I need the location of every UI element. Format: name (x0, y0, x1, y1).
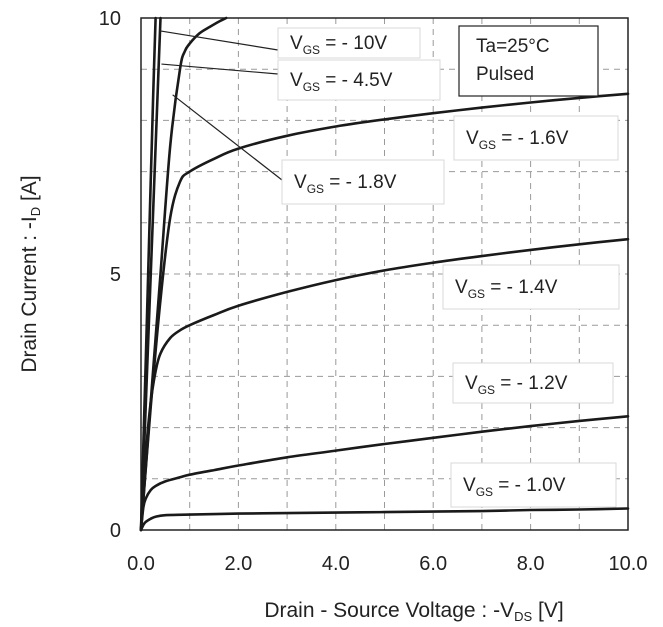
leader-line-2 (172, 94, 283, 181)
series-label-6: VGS = - 1.0V (450, 462, 617, 508)
curves (139, 16, 630, 532)
series-label-box (453, 115, 619, 161)
series-label-3: VGS = - 1.6V (453, 115, 619, 161)
series-label-box (277, 59, 441, 101)
series-line-6 (139, 507, 630, 532)
series-label-text: VGS = - 1.8V (294, 172, 397, 196)
y-axis-title: Drain Current : -ID [A] (18, 175, 43, 372)
leader-line-0 (159, 30, 279, 51)
series-label-text: VGS = - 4.5V (290, 70, 393, 94)
ticks: 0.0 2.0 4.0 6.0 8.0 10.0 0 5 10 (99, 8, 648, 575)
series-label-text: VGS = - 10V (290, 33, 387, 57)
series-label-text: VGS = - 1.2V (465, 373, 568, 397)
series-label-5: VGS = - 1.2V (452, 362, 614, 404)
series-label-text: VGS = - 1.4V (455, 277, 558, 301)
condition-temp: Ta=25°C (476, 36, 550, 57)
series-line-5 (139, 415, 630, 532)
series-label-2: VGS = - 1.8V (281, 159, 445, 205)
series-label-box (442, 264, 620, 310)
x-tick-label: 8.0 (517, 553, 545, 575)
series-line-4 (139, 237, 630, 532)
series-labels: VGS = - 10V VGS = - 4.5V VGS = - 1.8V VGS =… (277, 27, 620, 508)
y-tick-label: 5 (110, 264, 121, 286)
y-tick-label: 10 (99, 8, 121, 30)
series-label-box (450, 462, 617, 508)
x-tick-label: 6.0 (419, 553, 447, 575)
x-tick-label: 4.0 (322, 553, 350, 575)
series-label-text: VGS = - 1.0V (463, 475, 566, 499)
series-label-box (281, 159, 445, 205)
series-label-text: VGS = - 1.6V (466, 128, 569, 152)
x-tick-label: 10.0 (609, 553, 648, 575)
series-label-box (452, 362, 614, 404)
series-label-0: VGS = - 10V (277, 27, 421, 59)
conditions-box: Ta=25°C Pulsed (458, 25, 599, 97)
series-label-box (277, 27, 421, 59)
x-tick-label: 2.0 (224, 553, 252, 575)
x-axis-title: Drain - Source Voltage : -VDS [V] (264, 599, 563, 624)
plot-frame (140, 17, 629, 531)
series-label-4: VGS = - 1.4V (442, 264, 620, 310)
y-tick-label: 0 (110, 520, 121, 542)
condition-pulsed: Pulsed (476, 64, 534, 85)
leader-lines (159, 30, 283, 181)
series-line-3 (139, 92, 630, 532)
x-tick-label: 0.0 (127, 553, 155, 575)
series-label-1: VGS = - 4.5V (277, 59, 441, 101)
series-line-1 (139, 16, 162, 532)
leader-line-1 (161, 63, 279, 75)
